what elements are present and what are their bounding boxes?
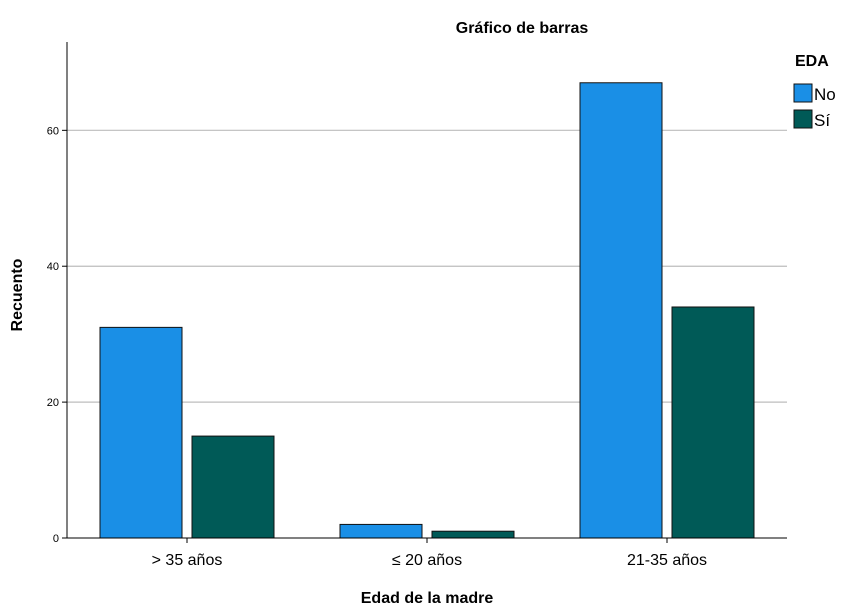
bar-sí-3 <box>671 306 755 539</box>
y-tick-label: 20 <box>47 397 59 409</box>
bars <box>99 82 755 539</box>
y-tick-label: 60 <box>47 125 59 137</box>
y-tick-label: 0 <box>53 533 59 545</box>
y-tick-label: 40 <box>47 261 59 273</box>
x-axis-title: Edad de la madre <box>361 590 494 606</box>
x-tick-label: 21-35 años <box>627 552 707 569</box>
y-axis-title: Recuento <box>9 258 26 331</box>
x-tick-label: > 35 años <box>152 552 223 569</box>
legend-title: EDA <box>795 53 829 70</box>
bar-no-2 <box>339 523 423 539</box>
tick-labels: 0 20 40 60 > 35 años ≤ 20 años 21-35 años <box>47 125 707 569</box>
bar-sí-2 <box>431 530 515 539</box>
legend-label-sí: Sí <box>814 111 830 130</box>
bar-no-3 <box>579 82 663 539</box>
axes <box>62 42 787 543</box>
gridlines <box>67 129 787 403</box>
chart-title: Gráfico de barras <box>456 20 589 37</box>
x-tick-label: ≤ 20 años <box>392 552 462 569</box>
bar-no-1 <box>99 326 183 539</box>
legend-swatch-no <box>793 83 813 103</box>
legend-swatch-sí <box>793 109 813 129</box>
legend: EDA No Sí <box>793 53 836 130</box>
legend-label-no: No <box>814 85 836 104</box>
bar-sí-1 <box>191 435 275 539</box>
